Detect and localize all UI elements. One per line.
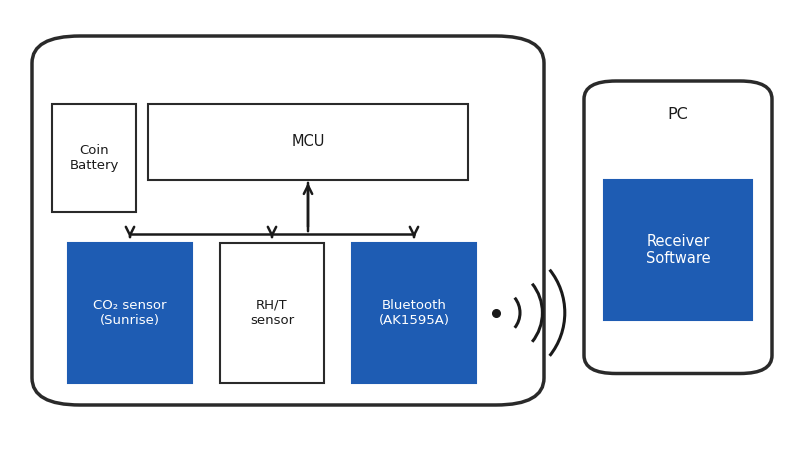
Text: Receiver
Software: Receiver Software [646,234,710,266]
FancyBboxPatch shape [604,180,752,320]
Text: PC: PC [668,107,688,122]
FancyBboxPatch shape [220,243,324,382]
Text: Coin
Battery: Coin Battery [70,144,118,171]
FancyBboxPatch shape [32,36,544,405]
FancyBboxPatch shape [68,243,192,382]
FancyBboxPatch shape [352,243,476,382]
Text: Bluetooth
(AK1595A): Bluetooth (AK1595A) [378,299,450,327]
FancyBboxPatch shape [584,81,772,373]
Text: RH/T
sensor: RH/T sensor [250,299,294,327]
Text: MCU: MCU [291,134,325,149]
Text: CO₂ sensor
(Sunrise): CO₂ sensor (Sunrise) [94,299,166,327]
FancyBboxPatch shape [148,104,468,180]
FancyBboxPatch shape [52,104,136,212]
